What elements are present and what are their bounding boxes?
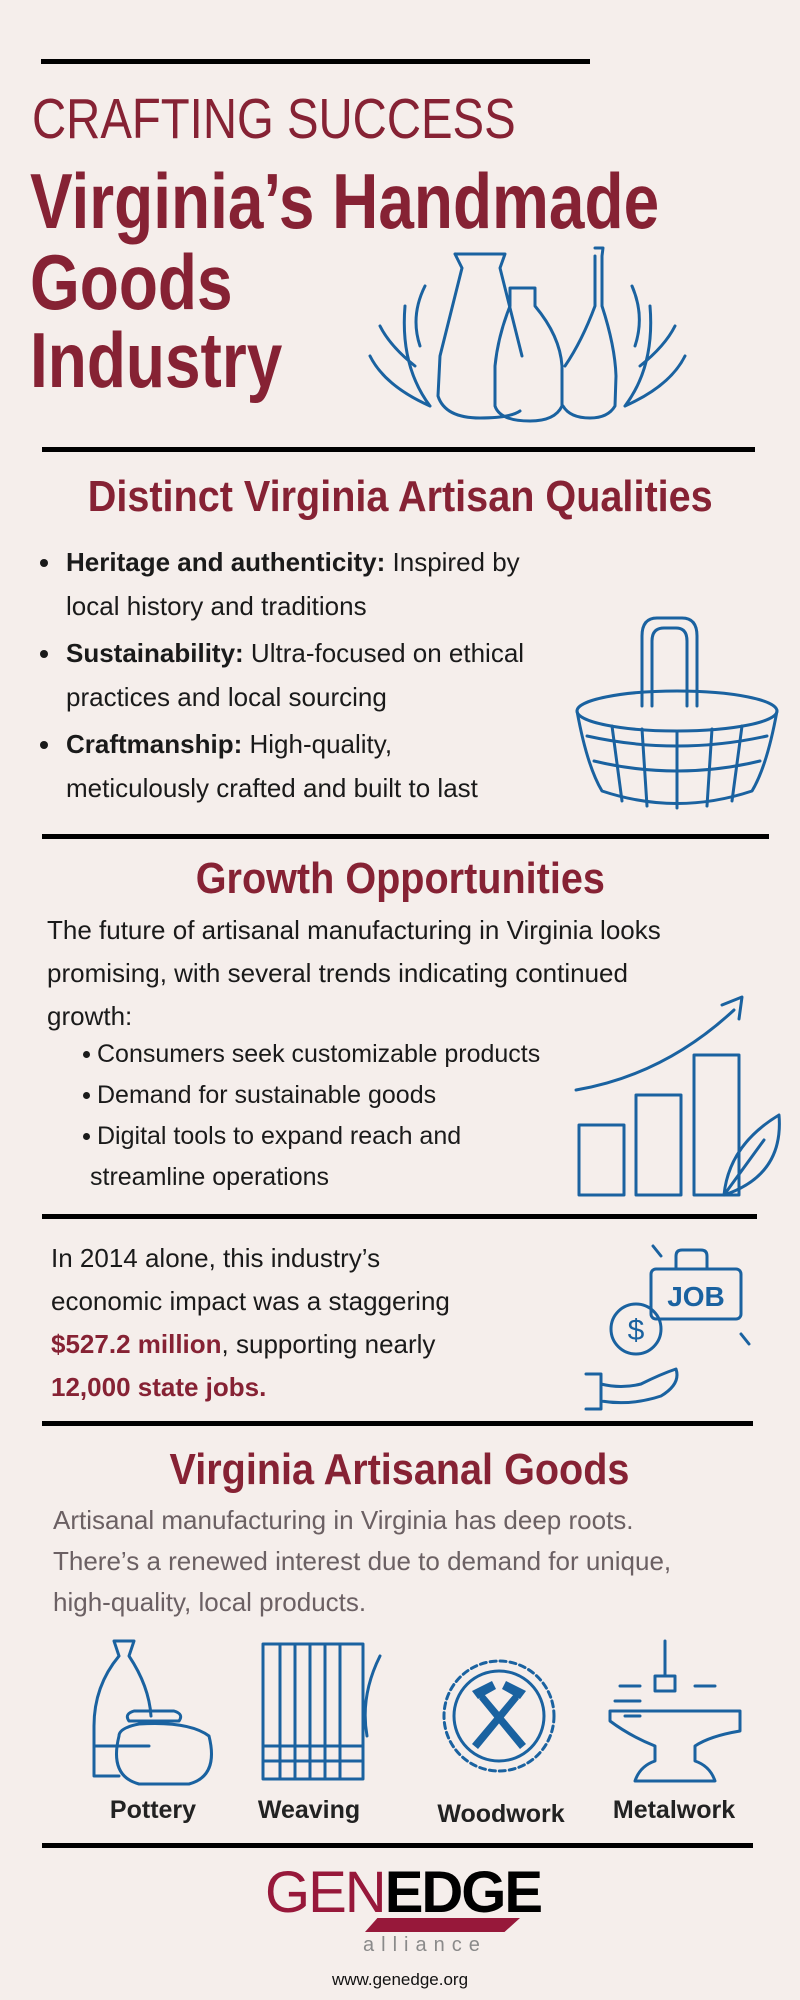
impact-jobs: 12,000 state jobs. [51,1372,267,1402]
section-divider [42,447,755,452]
dollar-icon-text: $ [628,1314,645,1347]
job-payment-icon: JOB $ [584,1244,751,1411]
kicker: CRAFTING SUCCESS [32,87,516,151]
qualities-heading: Distinct Virginia Artisan Qualities [0,472,800,522]
impact-line: , supporting nearly [221,1329,436,1359]
goods-line: There’s a renewed interest due to demand… [53,1546,672,1576]
growth-item: Consumers seek customizable products [82,1034,540,1075]
quality-item: Sustainability: Ultra-focused on ethical… [40,631,524,719]
qualities-heading-text: Distinct Virginia Artisan Qualities [87,472,713,521]
growth-heading-text: Growth Opportunities [195,854,605,903]
craft-label-woodwork: Woodwork [437,1800,565,1828]
logo-alliance: alliance [363,1934,487,1956]
quality-term: Sustainability: [66,638,244,668]
quality-term: Heritage and authenticity: [66,547,386,577]
growth-intro-line: growth: [47,1001,133,1031]
goods-text: Artisanal manufacturing in Virginia has … [53,1500,671,1623]
growth-item: Digital tools to expand reach and [82,1116,461,1157]
page-title-line-3: Industry [30,316,283,404]
pottery-icon [92,1639,213,1786]
quality-desc: Ultra-focused on ethical [243,638,525,668]
quality-term: Craftmanship: [66,729,243,759]
goods-heading-text: Virginia Artisanal Goods [170,1445,630,1494]
logo-gen: GEN [265,1860,387,1925]
quality-item: Craftmanship: High-quality, meticulously… [40,722,478,810]
quality-desc: High-quality, [242,729,393,759]
section-divider [42,1421,753,1426]
impact-line: economic impact was a staggering [51,1286,450,1316]
anvil-hammer-icon [608,1639,742,1783]
vases-illustration-icon [368,246,687,423]
basket-icon [575,616,779,810]
growth-intro-line: The future of artisanal manufacturing in… [47,915,661,945]
growth-heading: Growth Opportunities [0,854,800,904]
logo-swoosh [365,1918,520,1932]
page-title-line-1: Virginia’s Handmade [30,157,660,245]
quality-desc-cont: practices and local sourcing [66,682,387,712]
craft-label-weaving: Weaving [257,1796,361,1824]
section-divider [42,1843,753,1848]
quality-desc: Inspired by [385,547,520,577]
impact-line: In 2014 alone, this industry’s [51,1243,381,1273]
saw-blade-hammers-icon [442,1659,556,1773]
growth-item-cont: streamline operations [90,1163,330,1191]
craft-label-metalwork: Metalwork [612,1796,736,1824]
website-link[interactable]: www.genedge.org [331,1970,469,1989]
growth-intro-line: promising, with several trends indicatin… [47,958,628,988]
weaving-loom-icon [261,1642,382,1781]
job-icon-text: JOB [667,1281,725,1312]
quality-item: Heritage and authenticity: Inspired by l… [40,540,520,628]
goods-heading: Virginia Artisanal Goods [0,1445,800,1495]
goods-line: Artisanal manufacturing in Virginia has … [53,1505,634,1535]
page-title-line-2: Goods [30,238,233,326]
craft-label-pottery: Pottery [109,1796,197,1824]
logo-edge: EDGE [384,1860,543,1925]
growth-chart-icon [574,995,781,1197]
section-divider [42,834,769,839]
genedge-logo: GENEDGE alliance [265,1860,543,1962]
quality-desc-cont: local history and traditions [66,591,367,621]
quality-desc-cont: meticulously crafted and built to last [66,773,478,803]
top-divider [41,59,590,64]
growth-item: Demand for sustainable goods [82,1075,436,1116]
goods-line: high-quality, local products. [53,1587,367,1617]
section-divider [42,1214,757,1219]
impact-text: In 2014 alone, this industry’s economic … [51,1237,450,1409]
impact-amount: $527.2 million [51,1329,222,1359]
growth-intro: The future of artisanal manufacturing in… [47,909,661,1038]
